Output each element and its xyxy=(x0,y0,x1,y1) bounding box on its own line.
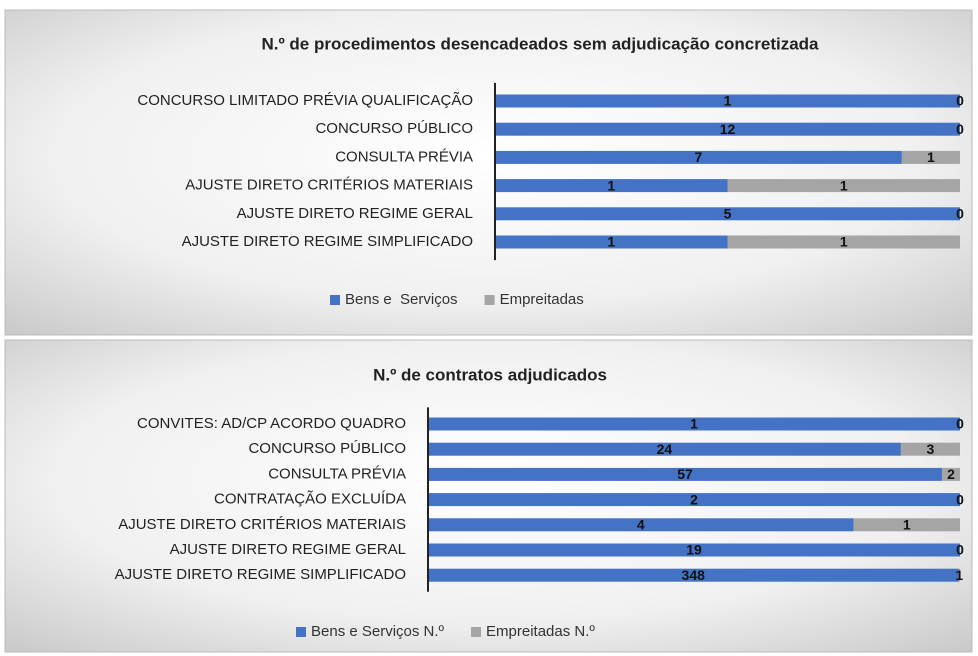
data-label: 0 xyxy=(956,542,964,558)
bar-segment xyxy=(495,122,960,136)
bar-segment xyxy=(495,150,902,164)
category-label: AJUSTE DIRETO REGIME SIMPLIFICADO xyxy=(182,233,473,250)
category-label: AJUSTE DIRETO REGIME SIMPLIFICADO xyxy=(115,566,406,583)
data-label: 0 xyxy=(956,93,964,109)
data-label: 3 xyxy=(927,441,935,457)
bar-segment xyxy=(941,467,960,481)
data-label: 5 xyxy=(724,206,732,222)
legend-swatch xyxy=(296,627,306,637)
legend-swatch xyxy=(471,627,482,637)
category-label: AJUSTE DIRETO CRITÉRIOS MATERIAIS xyxy=(185,177,473,194)
legend-label: Empreitadas xyxy=(500,291,584,308)
category-label: CONSULTA PRÉVIA xyxy=(268,465,406,482)
category-label: CONTRATAÇÃO EXCLUÍDA xyxy=(214,491,406,508)
chart-title: N.º de procedimentos desencadeados sem a… xyxy=(261,34,819,53)
data-label: 12 xyxy=(720,121,736,137)
category-label: CONCURSO PÚBLICO xyxy=(315,120,473,137)
data-label: 24 xyxy=(657,441,673,457)
bar-segment xyxy=(428,568,959,582)
bar-segment xyxy=(428,467,942,481)
legend-label: Bens e Serviços xyxy=(345,291,458,308)
data-label: 0 xyxy=(956,416,964,432)
data-label: 7 xyxy=(695,149,703,165)
data-label: 348 xyxy=(682,567,706,583)
bar-segment xyxy=(428,442,901,456)
data-label: 0 xyxy=(956,491,964,507)
bar-segment xyxy=(853,518,960,532)
bar-segment xyxy=(428,493,960,507)
data-label: 1 xyxy=(903,517,911,533)
chart-title: N.º de contratos adjudicados xyxy=(373,365,607,384)
category-label: CONSULTA PRÉVIA xyxy=(335,148,473,165)
data-label: 1 xyxy=(690,416,698,432)
bar-segment xyxy=(495,94,960,108)
data-label: 2 xyxy=(947,466,955,482)
category-label: CONVITES: AD/CP ACORDO QUADRO xyxy=(137,415,406,432)
bar-segment xyxy=(900,442,960,456)
data-label: 1 xyxy=(607,177,615,193)
legend-swatch xyxy=(330,295,340,305)
data-label: 1 xyxy=(607,234,615,250)
category-label: AJUSTE DIRETO CRITÉRIOS MATERIAIS xyxy=(118,516,406,533)
data-label: 1 xyxy=(840,177,848,193)
bar-segment xyxy=(428,417,960,431)
data-label: 1 xyxy=(724,93,732,109)
category-label: AJUSTE DIRETO REGIME GERAL xyxy=(237,205,473,222)
bar-segment xyxy=(727,235,960,249)
bar-segment xyxy=(901,150,960,164)
bar-segment xyxy=(495,235,728,249)
category-label: CONCURSO PÚBLICO xyxy=(248,440,406,457)
bar-segment xyxy=(958,568,960,582)
data-label: 2 xyxy=(690,491,698,507)
data-label: 0 xyxy=(956,206,964,222)
legend-swatch xyxy=(484,295,495,305)
category-label: CONCURSO LIMITADO PRÉVIA QUALIFICAÇÃO xyxy=(137,92,473,109)
bar-segment xyxy=(428,543,960,557)
category-label: AJUSTE DIRETO REGIME GERAL xyxy=(170,541,406,558)
data-label: 1 xyxy=(955,567,963,583)
bar-segment xyxy=(428,518,854,532)
data-label: 0 xyxy=(956,121,964,137)
data-label: 4 xyxy=(637,517,645,533)
panel xyxy=(4,9,973,336)
data-label: 19 xyxy=(686,542,702,558)
bar-segment xyxy=(495,207,960,221)
bar-segment xyxy=(495,179,728,193)
legend-label: Bens e Serviços N.º xyxy=(311,623,445,640)
data-label: 1 xyxy=(840,234,848,250)
legend-label: Empreitadas N.º xyxy=(486,623,595,640)
data-label: 1 xyxy=(927,149,935,165)
bar-segment xyxy=(727,179,960,193)
data-label: 57 xyxy=(677,466,693,482)
